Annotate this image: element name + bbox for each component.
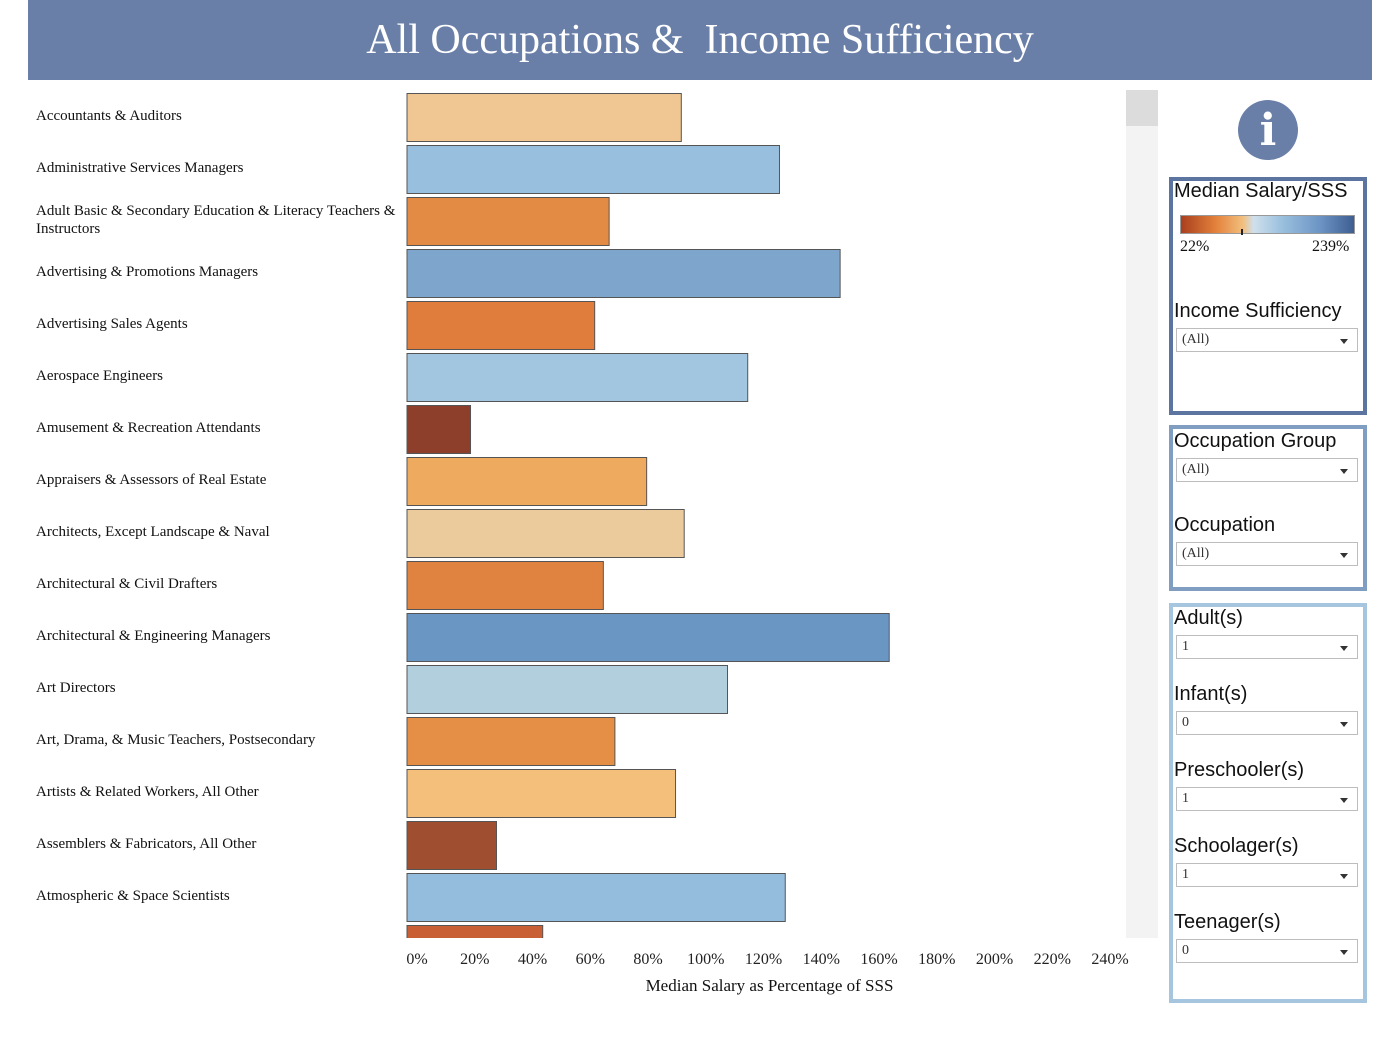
- preschoolers-label: Preschooler(s): [1174, 759, 1305, 781]
- x-tick-label: 180%: [918, 951, 955, 968]
- teenagers-value: 0: [1182, 943, 1189, 958]
- bar[interactable]: [406, 301, 596, 350]
- chevron-down-icon: [1340, 339, 1348, 344]
- x-tick-label: 60%: [576, 951, 605, 968]
- occupation-group-value: (All): [1182, 462, 1210, 477]
- income-sufficiency-dropdown[interactable]: (All): [1176, 328, 1358, 352]
- chart-scrollbar-thumb[interactable]: [1126, 90, 1158, 126]
- x-tick-label: 0%: [406, 951, 427, 968]
- x-tick-label: 100%: [687, 951, 724, 968]
- occupation-group-label: Occupation Group: [1174, 430, 1337, 452]
- color-filter-panel: [1169, 177, 1367, 415]
- chevron-down-icon: [1340, 553, 1348, 558]
- family-filter-panel: [1169, 603, 1367, 1003]
- bar[interactable]: [406, 405, 472, 454]
- category-label: Adult Basic & Secondary Education & Lite…: [36, 203, 396, 237]
- occupation-dropdown[interactable]: (All): [1176, 542, 1358, 566]
- teenagers-dropdown[interactable]: 0: [1176, 939, 1358, 963]
- chevron-down-icon: [1340, 469, 1348, 474]
- x-tick-label: 240%: [1091, 951, 1128, 968]
- bar[interactable]: [406, 249, 841, 298]
- chevron-down-icon: [1340, 722, 1348, 727]
- chevron-down-icon: [1340, 646, 1348, 651]
- category-label: Architectural & Civil Drafters: [36, 576, 218, 592]
- x-tick-label: 220%: [1034, 951, 1071, 968]
- infants-dropdown[interactable]: 0: [1176, 711, 1358, 735]
- bar[interactable]: [406, 821, 498, 870]
- infants-value: 0: [1182, 715, 1189, 730]
- teenagers-label: Teenager(s): [1174, 911, 1281, 933]
- category-label: Accountants & Auditors: [36, 108, 182, 124]
- adults-label: Adult(s): [1174, 607, 1243, 629]
- occupation-filter-panel: [1169, 425, 1367, 591]
- bar[interactable]: [406, 717, 616, 766]
- category-label: Atmospheric & Space Scientists: [36, 888, 230, 904]
- income-sufficiency-label: Income Sufficiency: [1174, 300, 1342, 322]
- category-labels: Accountants & Auditors Administrative Ser…: [36, 90, 406, 938]
- bar[interactable]: [406, 925, 544, 974]
- info-icon[interactable]: i: [1238, 100, 1298, 160]
- bar[interactable]: [406, 457, 648, 506]
- schoolagers-label: Schoolager(s): [1174, 835, 1299, 857]
- chevron-down-icon: [1340, 874, 1348, 879]
- category-label: Architectural & Engineering Managers: [36, 628, 271, 644]
- occupation-label: Occupation: [1174, 514, 1276, 536]
- occupation-group-dropdown[interactable]: (All): [1176, 458, 1358, 482]
- bar[interactable]: [406, 613, 890, 662]
- category-label: Assemblers & Fabricators, All Other: [36, 836, 257, 852]
- category-label: Aerospace Engineers: [36, 368, 164, 384]
- bar[interactable]: [406, 509, 685, 558]
- adults-dropdown[interactable]: 1: [1176, 635, 1358, 659]
- category-label: Advertising Sales Agents: [36, 316, 188, 332]
- color-legend-marker: [1241, 229, 1243, 235]
- bar[interactable]: [406, 145, 780, 194]
- category-label: Administrative Services Managers: [36, 160, 244, 176]
- x-tick-label: 160%: [860, 951, 897, 968]
- category-label: Artists & Related Workers, All Other: [36, 784, 259, 800]
- x-tick-label: 140%: [803, 951, 840, 968]
- chart-scrollbar[interactable]: [1126, 90, 1158, 938]
- bar[interactable]: [406, 769, 677, 818]
- bar[interactable]: [406, 873, 786, 922]
- bar[interactable]: [406, 93, 682, 142]
- x-tick-label: 20%: [460, 951, 489, 968]
- chevron-down-icon: [1340, 798, 1348, 803]
- chevron-down-icon: [1340, 950, 1348, 955]
- category-label: Architects, Except Landscape & Naval: [36, 524, 270, 540]
- bar[interactable]: [406, 665, 729, 714]
- category-label: Advertising & Promotions Managers: [36, 264, 259, 280]
- bar[interactable]: [406, 561, 604, 610]
- legend-title: Median Salary/SSS: [1174, 180, 1348, 202]
- legend-min-label: 22%: [1180, 238, 1210, 255]
- x-tick-label: 200%: [976, 951, 1013, 968]
- x-tick-label: 120%: [745, 951, 782, 968]
- x-axis-title: Median Salary as Percentage of SSS: [646, 976, 894, 995]
- dashboard-title: All Occupations & Income Sufficiency: [28, 0, 1372, 80]
- legend-max-label: 239%: [1312, 238, 1350, 255]
- bars-group: [406, 93, 890, 974]
- preschoolers-value: 1: [1182, 791, 1189, 806]
- category-label: Art, Drama, & Music Teachers, Postsecond…: [36, 732, 316, 748]
- schoolagers-dropdown[interactable]: 1: [1176, 863, 1358, 887]
- category-label: Appraisers & Assessors of Real Estate: [36, 472, 267, 488]
- category-label: Art Directors: [36, 680, 116, 696]
- infants-label: Infant(s): [1174, 683, 1248, 705]
- adults-value: 1: [1182, 639, 1189, 654]
- bar[interactable]: [406, 353, 749, 402]
- occupation-value: (All): [1182, 546, 1210, 561]
- category-label: Amusement & Recreation Attendants: [36, 420, 261, 436]
- income-sufficiency-value: (All): [1182, 332, 1210, 347]
- color-legend-gradient: [1180, 215, 1355, 234]
- bar[interactable]: [406, 197, 610, 246]
- x-tick-label: 80%: [633, 951, 662, 968]
- preschoolers-dropdown[interactable]: 1: [1176, 787, 1358, 811]
- schoolagers-value: 1: [1182, 867, 1189, 882]
- x-tick-label: 40%: [518, 951, 547, 968]
